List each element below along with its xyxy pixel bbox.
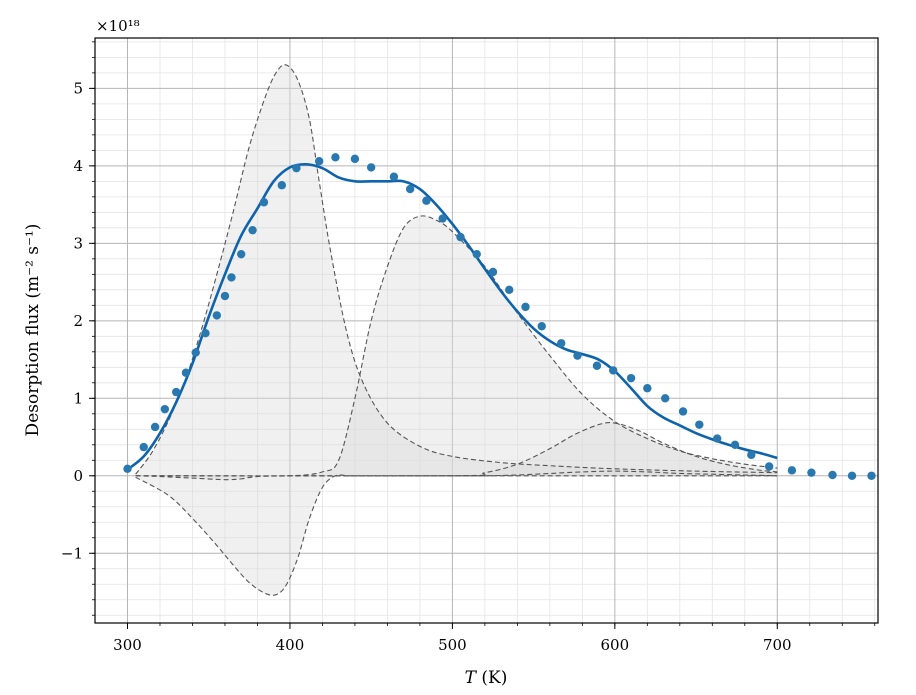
data-point (626, 373, 636, 383)
plot-frame (94, 37, 879, 624)
data-point (764, 462, 774, 471)
minor-grid (95, 38, 878, 623)
y-tick-labels: −1 0 1 2 3 4 5 (61, 79, 83, 562)
data-point (227, 273, 236, 282)
data-point (331, 153, 340, 162)
y-tick-label: 4 (73, 157, 83, 175)
data-point (807, 468, 816, 477)
x-tick-label: 300 (113, 636, 142, 654)
data-point (248, 225, 257, 235)
data-point (350, 154, 360, 164)
component-curve (135, 474, 778, 596)
plot-area (95, 38, 878, 623)
data-point (712, 434, 722, 443)
y-tick-label: 1 (73, 389, 83, 407)
data-point (191, 348, 200, 357)
data-point (366, 163, 376, 172)
component-fill (135, 474, 778, 596)
y-tick-label: 5 (73, 79, 83, 97)
data-point (201, 329, 210, 338)
y-tick-label: 2 (73, 312, 83, 330)
data-point (660, 394, 670, 403)
data-point (160, 404, 170, 414)
y-tick-label: −1 (61, 544, 83, 562)
component-curve (135, 470, 778, 481)
component-fill (135, 422, 778, 477)
component-curves (135, 64, 778, 596)
data-point (314, 157, 324, 166)
data-point (237, 249, 246, 259)
x-tick-label: 700 (763, 636, 792, 654)
data-point (150, 422, 160, 432)
data-point (537, 322, 546, 331)
data-point (220, 291, 230, 301)
data-point (172, 387, 181, 397)
component-fill (135, 471, 778, 480)
data-point (123, 464, 132, 474)
data-point (139, 442, 148, 452)
data-point (405, 184, 415, 194)
component-curve (135, 64, 778, 475)
data-point (438, 214, 447, 223)
data-point (472, 249, 481, 259)
x-axis-title: T (K) (465, 668, 508, 688)
component-curve (135, 215, 778, 477)
x-tick-label: 500 (438, 636, 467, 654)
fit-line (126, 162, 778, 471)
data-point (422, 196, 431, 205)
data-point (695, 420, 704, 429)
data-point (557, 339, 566, 348)
data-point (456, 232, 465, 242)
component-fill (135, 215, 778, 477)
x-tick-labels: 300 400 500 600 700 (113, 636, 791, 654)
fit-curve (126, 162, 778, 471)
data-point (747, 450, 756, 460)
data-point (259, 198, 269, 207)
x-axis-unit: (K) (476, 668, 507, 688)
data-point (277, 181, 287, 190)
x-tick-label: 600 (601, 636, 630, 654)
axis-ticks (89, 41, 876, 629)
y-multiplier: ×10¹⁸ (96, 17, 140, 35)
data-point (730, 440, 740, 449)
data-point (828, 470, 837, 480)
x-tick-label: 400 (276, 636, 305, 654)
y-axis-title: Desorption flux (m⁻² s⁻¹) (23, 224, 43, 437)
data-point (787, 466, 797, 475)
data-point (847, 471, 857, 480)
data-point (181, 368, 191, 377)
data-point (592, 361, 602, 370)
data-point (643, 384, 652, 393)
y-tick-label: 3 (73, 234, 83, 252)
data-point (521, 302, 530, 312)
y-tick-label: 0 (73, 467, 83, 485)
data-point (505, 285, 514, 295)
data-point (867, 471, 876, 480)
data-points (123, 153, 876, 480)
data-point (212, 311, 222, 320)
data-point (609, 366, 618, 375)
data-point (389, 172, 399, 181)
data-point (678, 407, 688, 416)
data-point (573, 351, 582, 360)
x-axis-symbol: T (465, 668, 478, 688)
data-point (292, 163, 301, 173)
data-point (488, 267, 498, 277)
